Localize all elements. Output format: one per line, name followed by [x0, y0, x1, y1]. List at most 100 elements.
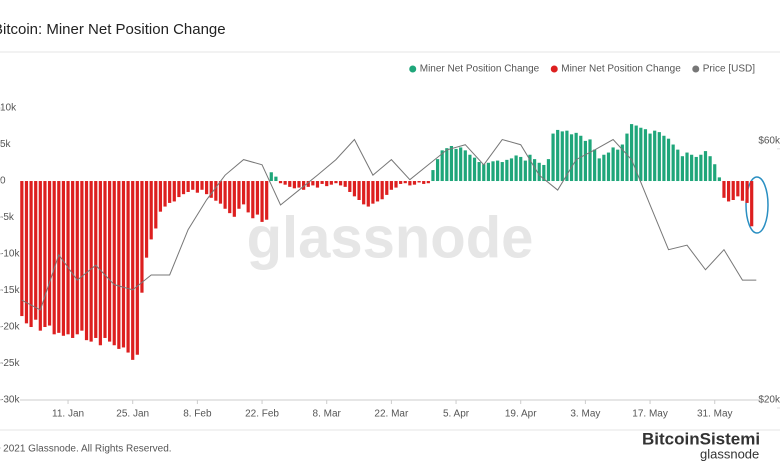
- bar: [311, 181, 315, 186]
- bar: [52, 181, 56, 335]
- y-tick-label: 5k: [0, 139, 12, 150]
- bar: [352, 181, 357, 197]
- bar: [629, 124, 634, 182]
- bar: [537, 162, 541, 182]
- x-tick-label: 22. Mar: [374, 409, 409, 420]
- bar: [103, 181, 107, 338]
- bar: [228, 181, 232, 214]
- bar: [653, 130, 657, 182]
- bar: [593, 149, 597, 182]
- bar: [34, 181, 38, 320]
- bar: [108, 181, 112, 342]
- bar: [181, 181, 186, 195]
- bar: [246, 181, 250, 213]
- bar: [177, 181, 181, 198]
- bar: [666, 138, 671, 182]
- bar: [569, 134, 574, 182]
- bar: [98, 181, 102, 346]
- bar: [394, 181, 398, 188]
- bar: [66, 181, 70, 335]
- bar: [306, 181, 310, 187]
- footer: © 2021 Glassnode. All Rights Reserved.: [0, 444, 172, 455]
- bar: [24, 181, 29, 324]
- bar: [297, 181, 301, 188]
- x-tick-label: 17. May: [632, 409, 668, 420]
- bar: [80, 181, 84, 331]
- bar: [745, 181, 749, 203]
- bar: [583, 140, 587, 182]
- bar: [61, 181, 66, 336]
- bar: [616, 149, 620, 182]
- y-tick-label: -10k: [0, 249, 20, 260]
- bar: [556, 129, 560, 182]
- bar: [158, 181, 163, 212]
- bar: [269, 172, 273, 182]
- bar: [154, 181, 158, 229]
- bar: [131, 181, 135, 360]
- y-tick-label: -30k: [0, 395, 20, 406]
- bar: [117, 181, 121, 349]
- legend-marker: [692, 65, 700, 73]
- bar: [389, 181, 393, 190]
- legend-label: Price [USD]: [703, 64, 755, 75]
- bar: [195, 181, 199, 193]
- bar: [662, 135, 666, 182]
- bar: [435, 159, 440, 182]
- bar: [509, 158, 514, 182]
- bar: [486, 162, 490, 182]
- legend-label: Miner Net Position Change: [420, 64, 540, 75]
- x-tick-label: 19. Apr: [505, 409, 537, 420]
- x-tick-label: 25. Jan: [116, 409, 149, 420]
- bar: [315, 181, 320, 188]
- bar: [112, 181, 116, 346]
- bar: [366, 181, 370, 207]
- y-tick-label: -15k: [0, 285, 20, 296]
- bar: [722, 181, 726, 198]
- x-tick-label: 11. Jan: [52, 409, 84, 420]
- bar: [209, 181, 213, 198]
- bar: [579, 135, 583, 182]
- bar: [237, 181, 241, 209]
- bar: [690, 154, 694, 182]
- bar: [75, 181, 79, 335]
- bar: [232, 181, 236, 217]
- bar: [172, 181, 176, 202]
- bar: [89, 181, 93, 342]
- bar: [680, 156, 684, 182]
- price-line: [21, 138, 757, 311]
- bar: [343, 181, 347, 187]
- bar: [713, 164, 717, 182]
- bar: [422, 181, 426, 184]
- bar: [385, 181, 389, 195]
- bar: [643, 129, 648, 182]
- bar: [205, 181, 209, 195]
- bar: [472, 157, 477, 182]
- bar: [597, 158, 601, 182]
- legend-marker: [409, 65, 417, 73]
- bar: [731, 181, 735, 200]
- bar: [685, 152, 689, 182]
- y-tick-label: 0: [0, 176, 6, 187]
- bar: [606, 152, 611, 182]
- bar: [468, 154, 472, 182]
- bar: [648, 133, 652, 182]
- bar: [565, 130, 569, 182]
- bar: [736, 181, 740, 197]
- bar: [449, 145, 454, 182]
- bar: [726, 181, 731, 202]
- bar: [546, 159, 551, 182]
- logo-sub: glassnode: [700, 446, 759, 461]
- bar: [223, 181, 227, 209]
- y-tick-label: -20k: [0, 322, 20, 333]
- bar: [357, 181, 361, 200]
- bar: [459, 147, 463, 182]
- bar: [241, 181, 246, 205]
- bar: [371, 181, 375, 204]
- bar: [431, 170, 435, 182]
- highlight-ellipse: [745, 176, 769, 234]
- watermark: glassnode: [247, 205, 534, 270]
- bar: [265, 181, 269, 220]
- y-tick-label: -5k: [0, 212, 15, 223]
- bar: [482, 164, 486, 182]
- bar: [574, 132, 578, 182]
